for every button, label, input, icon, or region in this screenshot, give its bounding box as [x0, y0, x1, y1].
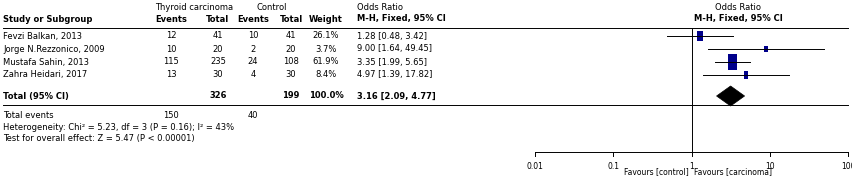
Text: 10: 10	[248, 31, 258, 41]
Text: Zahra Heidari, 2017: Zahra Heidari, 2017	[3, 70, 87, 80]
Text: 2: 2	[250, 44, 256, 54]
Text: 100: 100	[841, 162, 852, 171]
Bar	[697, 31, 703, 41]
Text: Odds Ratio: Odds Ratio	[357, 3, 403, 11]
Text: 4.97 [1.39, 17.82]: 4.97 [1.39, 17.82]	[357, 70, 432, 80]
Text: 9.00 [1.64, 49.45]: 9.00 [1.64, 49.45]	[357, 44, 432, 54]
Text: Thyroid carcinoma: Thyroid carcinoma	[155, 3, 233, 11]
Text: Favours [control]: Favours [control]	[624, 167, 688, 177]
Text: 1: 1	[689, 162, 694, 171]
Bar	[744, 71, 748, 79]
Text: Jorge N.Rezzonico, 2009: Jorge N.Rezzonico, 2009	[3, 44, 105, 54]
Text: 10: 10	[765, 162, 774, 171]
Text: Events: Events	[237, 15, 269, 23]
Text: 115: 115	[163, 57, 179, 67]
Text: 40: 40	[248, 111, 258, 120]
Text: Total: Total	[279, 15, 302, 23]
Text: 4: 4	[250, 70, 256, 80]
Text: 235: 235	[210, 57, 226, 67]
Text: Favours [carcinoma]: Favours [carcinoma]	[694, 167, 773, 177]
Text: 1.28 [0.48, 3.42]: 1.28 [0.48, 3.42]	[357, 31, 427, 41]
Text: 61.9%: 61.9%	[313, 57, 339, 67]
Text: 3.7%: 3.7%	[315, 44, 337, 54]
Text: 0.1: 0.1	[607, 162, 619, 171]
Text: 20: 20	[213, 44, 223, 54]
Text: 3.35 [1.99, 5.65]: 3.35 [1.99, 5.65]	[357, 57, 427, 67]
Text: Weight: Weight	[309, 15, 343, 23]
Text: M-H, Fixed, 95% CI: M-H, Fixed, 95% CI	[694, 15, 783, 23]
Text: 0.01: 0.01	[527, 162, 544, 171]
Text: 41: 41	[285, 31, 296, 41]
Text: Fevzi Balkan, 2013: Fevzi Balkan, 2013	[3, 31, 82, 41]
Text: Study or Subgroup: Study or Subgroup	[3, 15, 92, 23]
Text: Mustafa Sahin, 2013: Mustafa Sahin, 2013	[3, 57, 89, 67]
Text: Events: Events	[155, 15, 187, 23]
Text: M-H, Fixed, 95% CI: M-H, Fixed, 95% CI	[357, 15, 446, 23]
Text: 20: 20	[285, 44, 296, 54]
Text: Total events: Total events	[3, 111, 54, 120]
Text: 30: 30	[213, 70, 223, 80]
Text: Odds Ratio: Odds Ratio	[716, 3, 762, 11]
Text: 12: 12	[166, 31, 176, 41]
Text: 30: 30	[285, 70, 296, 80]
Polygon shape	[717, 86, 745, 106]
Text: Test for overall effect: Z = 5.47 (P < 0.00001): Test for overall effect: Z = 5.47 (P < 0…	[3, 134, 194, 144]
Text: 10: 10	[166, 44, 176, 54]
Text: 41: 41	[213, 31, 223, 41]
Text: Total (95% CI): Total (95% CI)	[3, 92, 69, 100]
Text: 100.0%: 100.0%	[308, 92, 343, 100]
Text: 150: 150	[163, 111, 179, 120]
Bar	[764, 46, 768, 52]
Text: 108: 108	[283, 57, 299, 67]
Text: 13: 13	[165, 70, 176, 80]
Text: Heterogeneity: Chi² = 5.23, df = 3 (P = 0.16); I² = 43%: Heterogeneity: Chi² = 5.23, df = 3 (P = …	[3, 122, 234, 132]
Text: 199: 199	[282, 92, 300, 100]
Text: 326: 326	[210, 92, 227, 100]
Text: Total: Total	[206, 15, 230, 23]
Text: 26.1%: 26.1%	[313, 31, 339, 41]
Bar	[728, 54, 737, 70]
Text: 8.4%: 8.4%	[315, 70, 337, 80]
Text: 3.16 [2.09, 4.77]: 3.16 [2.09, 4.77]	[357, 92, 435, 100]
Text: Control: Control	[256, 3, 287, 11]
Text: 24: 24	[248, 57, 258, 67]
